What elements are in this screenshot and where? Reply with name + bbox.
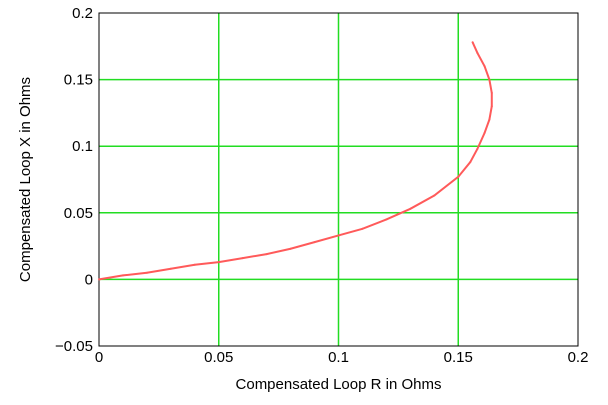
data-point — [121, 274, 124, 277]
data-point — [313, 241, 316, 244]
plot-area-frame — [98, 12, 579, 347]
data-point — [409, 207, 412, 210]
data-point — [471, 41, 474, 44]
data-point — [476, 51, 479, 54]
data-point — [488, 78, 491, 81]
y-tick-label: −0.05 — [55, 338, 93, 355]
x-axis-label: Compensated Loop R in Ohms — [236, 376, 442, 393]
x-tick-label: 0.1 — [328, 349, 349, 366]
series-line — [98, 41, 493, 281]
grid — [99, 13, 578, 346]
x-tick-label: 0.05 — [204, 349, 233, 366]
data-point — [169, 267, 172, 270]
data-point — [98, 278, 100, 281]
data-point — [289, 247, 292, 250]
data-point — [193, 263, 196, 266]
y-tick-label: 0.2 — [72, 5, 93, 22]
data-point — [337, 234, 340, 237]
data-point — [488, 118, 491, 121]
data-point — [483, 65, 486, 68]
y-tick-label: 0.1 — [72, 138, 93, 155]
data-point — [476, 147, 479, 150]
data-point — [145, 271, 148, 274]
data-point — [361, 227, 364, 230]
data-points — [98, 41, 493, 281]
y-tick-label: 0.15 — [64, 72, 93, 89]
data-point — [490, 105, 493, 108]
y-tick-label: 0 — [85, 271, 93, 288]
data-point — [265, 253, 268, 256]
data-point — [483, 131, 486, 134]
data-point — [490, 91, 493, 94]
data-point — [433, 194, 436, 197]
data-point — [457, 175, 460, 178]
y-tick-label: 0.05 — [64, 205, 93, 222]
data-point — [217, 261, 220, 264]
x-tick-label: 0.2 — [568, 349, 589, 366]
x-tick-label: 0 — [95, 349, 103, 366]
data-point — [469, 161, 472, 164]
data-point — [385, 218, 388, 221]
data-point — [241, 257, 244, 260]
y-axis-label: Compensated Loop X in Ohms — [17, 77, 34, 282]
x-tick-label: 0.15 — [444, 349, 473, 366]
